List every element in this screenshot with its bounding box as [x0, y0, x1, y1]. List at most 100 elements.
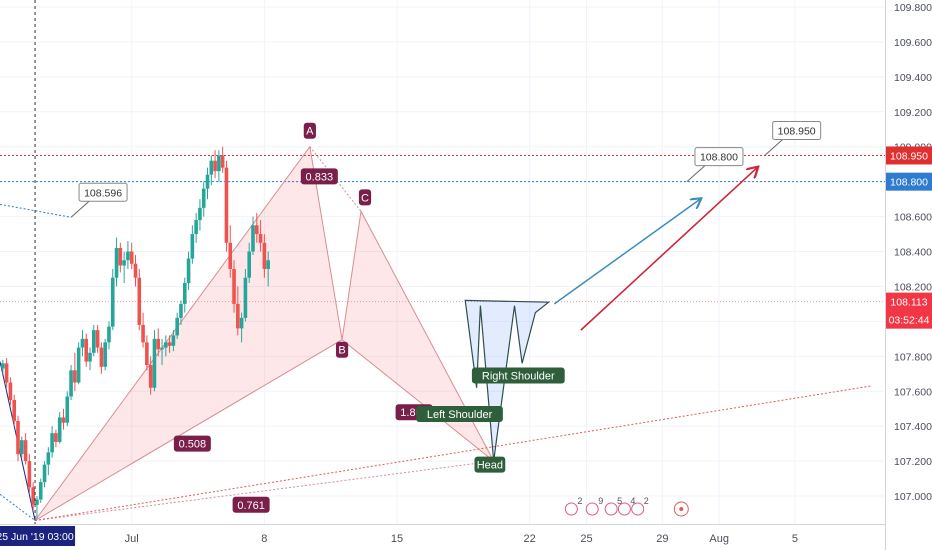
time-axis[interactable]: Jul 8 15 22 25 29 Aug 5 25 Jun '19 03:00 [0, 524, 885, 550]
candle-body [220, 155, 225, 168]
event-count: 4 [630, 496, 635, 506]
candle-body [243, 277, 248, 318]
candle-body [12, 399, 17, 421]
candle-body [171, 335, 176, 346]
candle-body [126, 251, 130, 261]
drawings [0, 145, 885, 522]
pattern-label: Right Shoulder [482, 371, 555, 383]
callout-text: 108.800 [700, 152, 738, 164]
price-line-badge [886, 172, 932, 191]
harmonic-xab-triangle [34, 145, 343, 521]
callout-text: 108.596 [84, 187, 122, 199]
price-tick-label: 107.400 [894, 421, 932, 433]
candle-body [266, 260, 270, 269]
candle-body [84, 338, 89, 362]
event-count: 9 [598, 496, 603, 506]
candle-series [1, 146, 270, 519]
candle-body [23, 440, 28, 462]
harmonic-point-label: A [306, 126, 314, 138]
candle-body [54, 433, 58, 442]
price-axis[interactable]: 109.800109.600109.400109.200109.000108.8… [885, 0, 932, 550]
price-tick-label: 109.800 [894, 2, 932, 14]
price-tick-label: 109.200 [894, 107, 932, 119]
time-tick-label: 15 [391, 533, 403, 545]
price-axis-background [885, 0, 932, 550]
candle-body [1, 363, 5, 369]
candle-body [262, 242, 267, 269]
callout-pointer [686, 165, 706, 183]
candle-body [65, 396, 70, 423]
candle-body [182, 282, 187, 304]
candle-body [224, 167, 229, 243]
pattern-label-bg [416, 405, 503, 422]
harmonic-ratio-label-bg [173, 435, 211, 452]
candle-body [114, 248, 119, 278]
candle-body [50, 433, 54, 453]
candle-body [232, 268, 236, 304]
callout-box [78, 182, 128, 202]
candle-body [179, 303, 183, 318]
time-tick-label: 29 [656, 533, 668, 545]
last-price-text: 108.113 [890, 297, 927, 309]
harmonic-ratio-label: 0.508 [179, 439, 207, 451]
countdown-text: 03:52:44 [889, 315, 930, 327]
candle-body [76, 347, 81, 383]
harmonic-point-label-bg [335, 341, 349, 358]
candle-body [129, 251, 134, 264]
candle-body [31, 487, 35, 505]
harmonic-point-label-bg [358, 189, 372, 206]
event-count: 2 [644, 496, 649, 506]
harmonic-xd-leg [34, 460, 494, 522]
candle-body [73, 370, 77, 383]
price-line-badge-text: 108.800 [890, 177, 928, 189]
price-tick-label: 107.200 [894, 456, 932, 468]
price-tick-label: 108.400 [894, 247, 932, 259]
candle-body [80, 338, 85, 348]
candle-body [133, 263, 138, 278]
event-icon [564, 502, 578, 516]
candle-body [99, 347, 104, 367]
time-tick-label: 5 [792, 533, 798, 545]
candle-body [46, 452, 51, 465]
candle-body [186, 258, 191, 283]
candle-body [92, 330, 96, 353]
candle-body [95, 330, 100, 348]
event-icon [631, 502, 645, 516]
candle-body [160, 347, 164, 350]
candle-body [198, 207, 202, 221]
candle-body [148, 365, 153, 388]
crosshair-time-box [0, 526, 76, 546]
candle-body [19, 440, 24, 455]
price-tick-label: 108.200 [894, 281, 932, 293]
harmonic-ratio-label: 0.833 [306, 171, 334, 183]
candle-body [88, 352, 92, 362]
candle-body [141, 324, 145, 343]
candle-body [107, 326, 111, 343]
time-tick-label: Aug [709, 533, 729, 545]
crosshair-time-label: 25 Jun '19 03:00 [0, 531, 74, 543]
price-tick-label: 109.400 [894, 72, 932, 84]
candle-body [217, 155, 221, 172]
event-count: 2 [577, 496, 582, 506]
candle-body [247, 251, 252, 278]
event-icon [604, 502, 618, 516]
pattern-label: Head [477, 460, 503, 472]
candle-body [167, 342, 172, 346]
candle-body [190, 234, 195, 259]
time-tick-label: Jul [125, 533, 139, 545]
candle-body [236, 303, 240, 329]
candle-body [145, 342, 149, 366]
event-icon [617, 502, 631, 516]
candle-body [118, 248, 123, 266]
candle-body [16, 420, 20, 455]
candle-body [4, 363, 9, 383]
price-line-badge [886, 146, 932, 165]
event-icon [585, 502, 599, 516]
candle-body [194, 220, 198, 235]
candle-body [251, 225, 255, 252]
candle-body [122, 260, 126, 266]
price-tick-label: 107.800 [894, 351, 932, 363]
harmonic-point-label: B [338, 345, 345, 357]
candle-body [258, 234, 263, 243]
